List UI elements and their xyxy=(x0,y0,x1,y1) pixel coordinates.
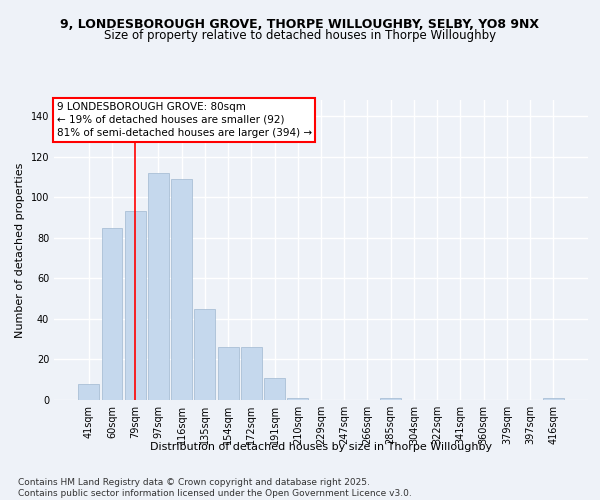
Bar xyxy=(380,398,401,400)
Bar xyxy=(287,398,308,400)
Bar xyxy=(78,384,99,400)
Bar xyxy=(264,378,285,400)
Bar xyxy=(171,179,192,400)
Y-axis label: Number of detached properties: Number of detached properties xyxy=(15,162,25,338)
Bar xyxy=(101,228,122,400)
Text: Size of property relative to detached houses in Thorpe Willoughby: Size of property relative to detached ho… xyxy=(104,29,496,42)
Bar xyxy=(241,348,262,400)
Bar xyxy=(218,348,239,400)
Text: Distribution of detached houses by size in Thorpe Willoughby: Distribution of detached houses by size … xyxy=(150,442,492,452)
Bar xyxy=(194,309,215,400)
Bar xyxy=(148,173,169,400)
Bar xyxy=(543,398,564,400)
Bar xyxy=(125,212,146,400)
Text: Contains HM Land Registry data © Crown copyright and database right 2025.
Contai: Contains HM Land Registry data © Crown c… xyxy=(18,478,412,498)
Text: 9 LONDESBOROUGH GROVE: 80sqm
← 19% of detached houses are smaller (92)
81% of se: 9 LONDESBOROUGH GROVE: 80sqm ← 19% of de… xyxy=(56,102,312,138)
Text: 9, LONDESBOROUGH GROVE, THORPE WILLOUGHBY, SELBY, YO8 9NX: 9, LONDESBOROUGH GROVE, THORPE WILLOUGHB… xyxy=(61,18,539,30)
